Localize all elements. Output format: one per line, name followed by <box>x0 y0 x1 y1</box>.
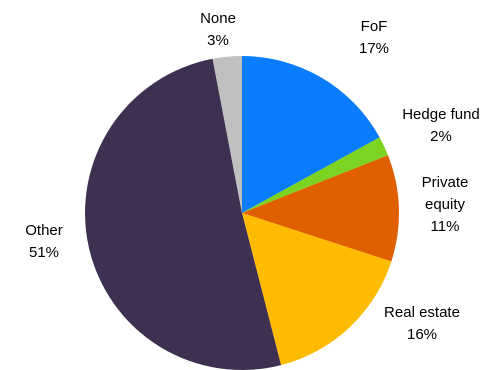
slice-value-fof: 17% <box>359 40 389 57</box>
pie-slices <box>85 55 400 370</box>
pie-slice-other <box>85 58 282 370</box>
slice-value-other: 51% <box>29 244 59 261</box>
slice-value-real-estate: 16% <box>407 326 437 343</box>
slice-value-hedge-fund: 2% <box>430 128 452 145</box>
pie-slice-hedge-fund <box>242 137 388 213</box>
slice-label-private-equity-line1: Private <box>422 174 469 191</box>
slice-label-none: None <box>200 10 236 27</box>
slice-value-none: 3% <box>207 32 229 49</box>
slice-value-private-equity: 11% <box>431 218 460 235</box>
slice-label-real-estate: Real estate <box>384 304 460 321</box>
slice-label-private-equity-line2: equity <box>425 196 466 213</box>
pie-slice-real-estate <box>242 213 392 366</box>
slice-label-fof: FoF <box>361 18 388 35</box>
pie-slice-private-equity <box>242 155 400 262</box>
pie-slice-fof <box>242 55 380 213</box>
slice-label-other: Other <box>25 222 63 239</box>
slice-label-hedge-fund: Hedge fund <box>402 106 480 123</box>
pie-slice-none <box>212 56 242 213</box>
